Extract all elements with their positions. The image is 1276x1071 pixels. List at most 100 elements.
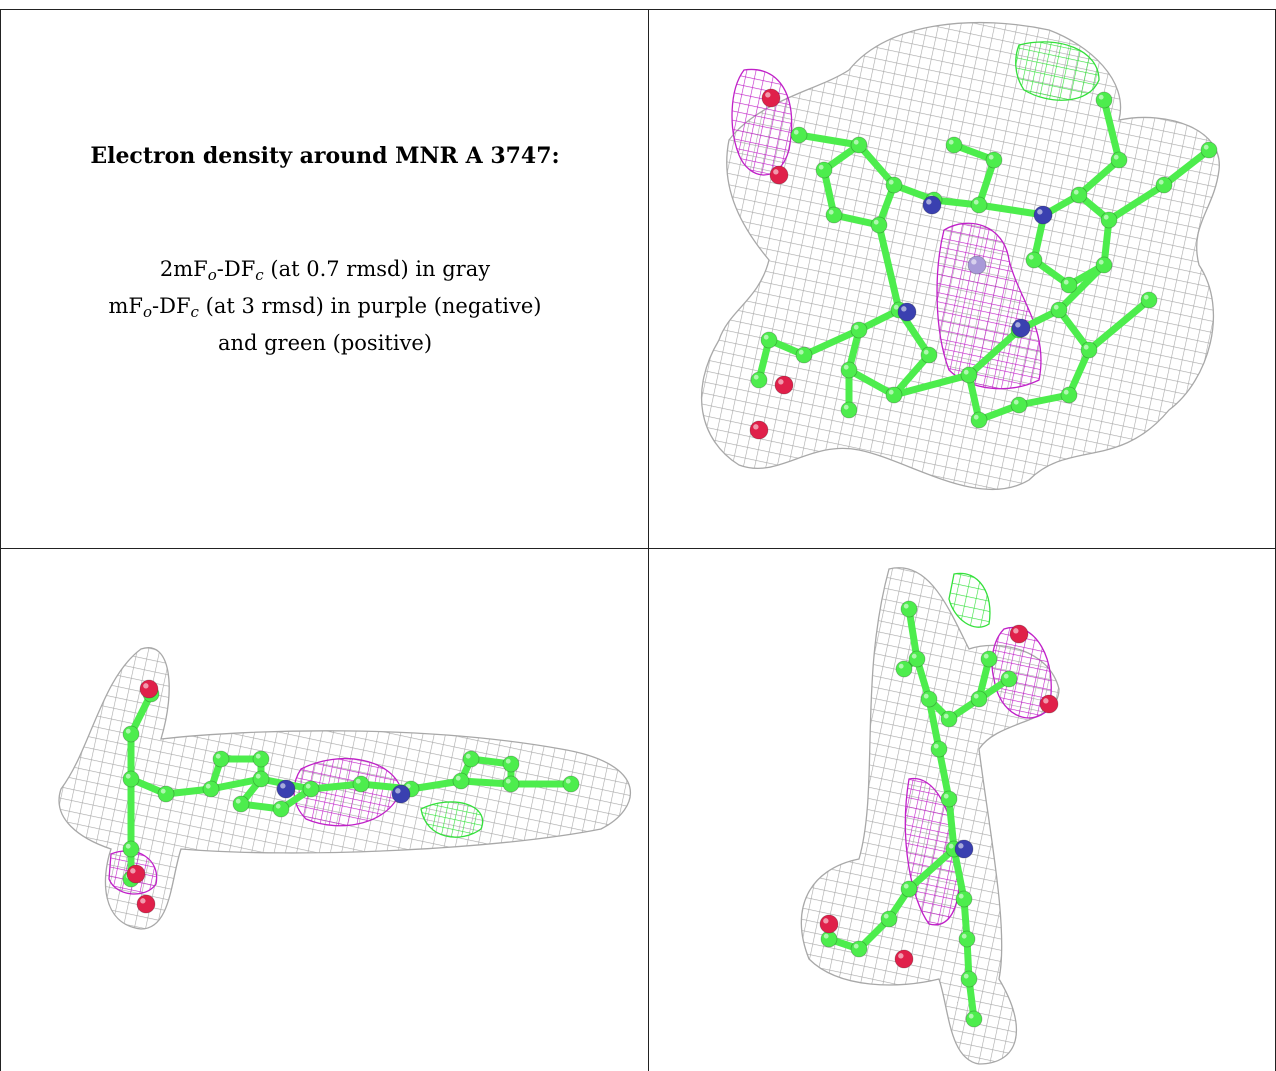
density-mesh-purple <box>936 222 1042 390</box>
atom-highlight <box>565 778 571 784</box>
bond <box>975 201 1048 219</box>
bond <box>905 605 921 663</box>
atom-highlight <box>888 179 894 185</box>
atom-highlight <box>903 883 909 889</box>
atom-highlight <box>305 783 311 789</box>
atom <box>967 255 987 275</box>
atom-highlight <box>1098 94 1104 100</box>
atom-highlight <box>765 92 771 98</box>
atom-highlight <box>963 369 969 375</box>
atom-highlight <box>395 788 401 794</box>
atom <box>985 151 1003 169</box>
atom-metal <box>967 255 987 275</box>
atom <box>761 88 781 108</box>
atom-highlight <box>1073 189 1079 195</box>
atom-highlight <box>883 913 889 919</box>
atom <box>795 346 813 364</box>
atom <box>850 136 868 154</box>
atom-highlight <box>505 758 511 764</box>
atoms-oxygen <box>749 88 794 440</box>
bond <box>925 695 943 753</box>
molecule-view-side <box>800 567 1060 1065</box>
bond <box>905 845 958 893</box>
atom <box>774 375 794 395</box>
bond <box>1105 181 1168 224</box>
atom-highlight <box>923 349 929 355</box>
bond <box>945 795 958 853</box>
molecule-view-top <box>700 21 1220 491</box>
panel-top-view <box>649 10 1275 548</box>
atom <box>1100 211 1118 229</box>
atom-highlight <box>973 693 979 699</box>
bond <box>935 745 953 803</box>
atom <box>252 750 270 768</box>
atom-highlight <box>948 139 954 145</box>
atom <box>970 690 988 708</box>
atom <box>157 785 175 803</box>
atom <box>1025 251 1043 269</box>
atom-highlight <box>1003 673 1009 679</box>
atom-highlight <box>898 953 904 959</box>
atom-highlight <box>983 653 989 659</box>
atom-highlight <box>275 803 281 809</box>
table-divider-vertical <box>648 9 649 1071</box>
atom <box>980 650 998 668</box>
table-border-top <box>0 9 1276 10</box>
molecule-view-edge <box>58 647 632 930</box>
atom <box>139 679 159 699</box>
atom <box>272 800 290 818</box>
atom-highlight <box>888 389 894 395</box>
bond <box>950 845 968 903</box>
atom <box>136 894 156 914</box>
bond <box>307 780 365 793</box>
atom-highlight <box>1037 209 1043 215</box>
atom-highlight <box>963 973 969 979</box>
bond <box>855 141 898 189</box>
atom <box>749 420 769 440</box>
atom <box>820 930 838 948</box>
atom <box>819 914 839 934</box>
atom <box>840 361 858 379</box>
atom <box>1011 318 1031 338</box>
atom <box>850 321 868 339</box>
atom <box>945 136 963 154</box>
atom <box>276 779 296 799</box>
atom <box>122 840 140 858</box>
panel-side-view <box>649 549 1275 1071</box>
atom-highlight <box>1113 154 1119 160</box>
density-mesh-green <box>1015 41 1100 101</box>
atom-highlight <box>911 653 917 659</box>
atom <box>960 970 978 988</box>
atom-highlight <box>255 773 261 779</box>
atom <box>1060 276 1078 294</box>
atom-highlight <box>843 364 849 370</box>
atom-highlight <box>1063 389 1069 395</box>
density-mesh-purple <box>904 777 960 926</box>
atom-highlight <box>355 778 361 784</box>
atom <box>1095 91 1113 109</box>
bond <box>795 131 863 149</box>
atom-highlight <box>1203 144 1209 150</box>
atom-highlight <box>143 683 149 689</box>
atom-highlight <box>901 306 907 312</box>
bond <box>890 371 973 399</box>
atom <box>1010 396 1028 414</box>
atom <box>126 864 146 884</box>
atom <box>1080 341 1098 359</box>
atom-highlight <box>753 374 759 380</box>
atom-highlight <box>933 743 939 749</box>
atom-highlight <box>1158 179 1164 185</box>
bond <box>407 777 465 793</box>
atom-highlight <box>818 164 824 170</box>
atom <box>908 650 926 668</box>
atom-highlight <box>763 334 769 340</box>
atom-highlight <box>753 424 759 430</box>
atom <box>1009 624 1029 644</box>
atom-highlight <box>961 933 967 939</box>
atom <box>790 126 808 144</box>
atom-highlight <box>1103 214 1109 220</box>
atom <box>252 770 270 788</box>
atom-highlight <box>853 139 859 145</box>
atom <box>302 780 320 798</box>
legend-cell: Electron density around MNR A 3747: 2mFo… <box>1 10 648 548</box>
